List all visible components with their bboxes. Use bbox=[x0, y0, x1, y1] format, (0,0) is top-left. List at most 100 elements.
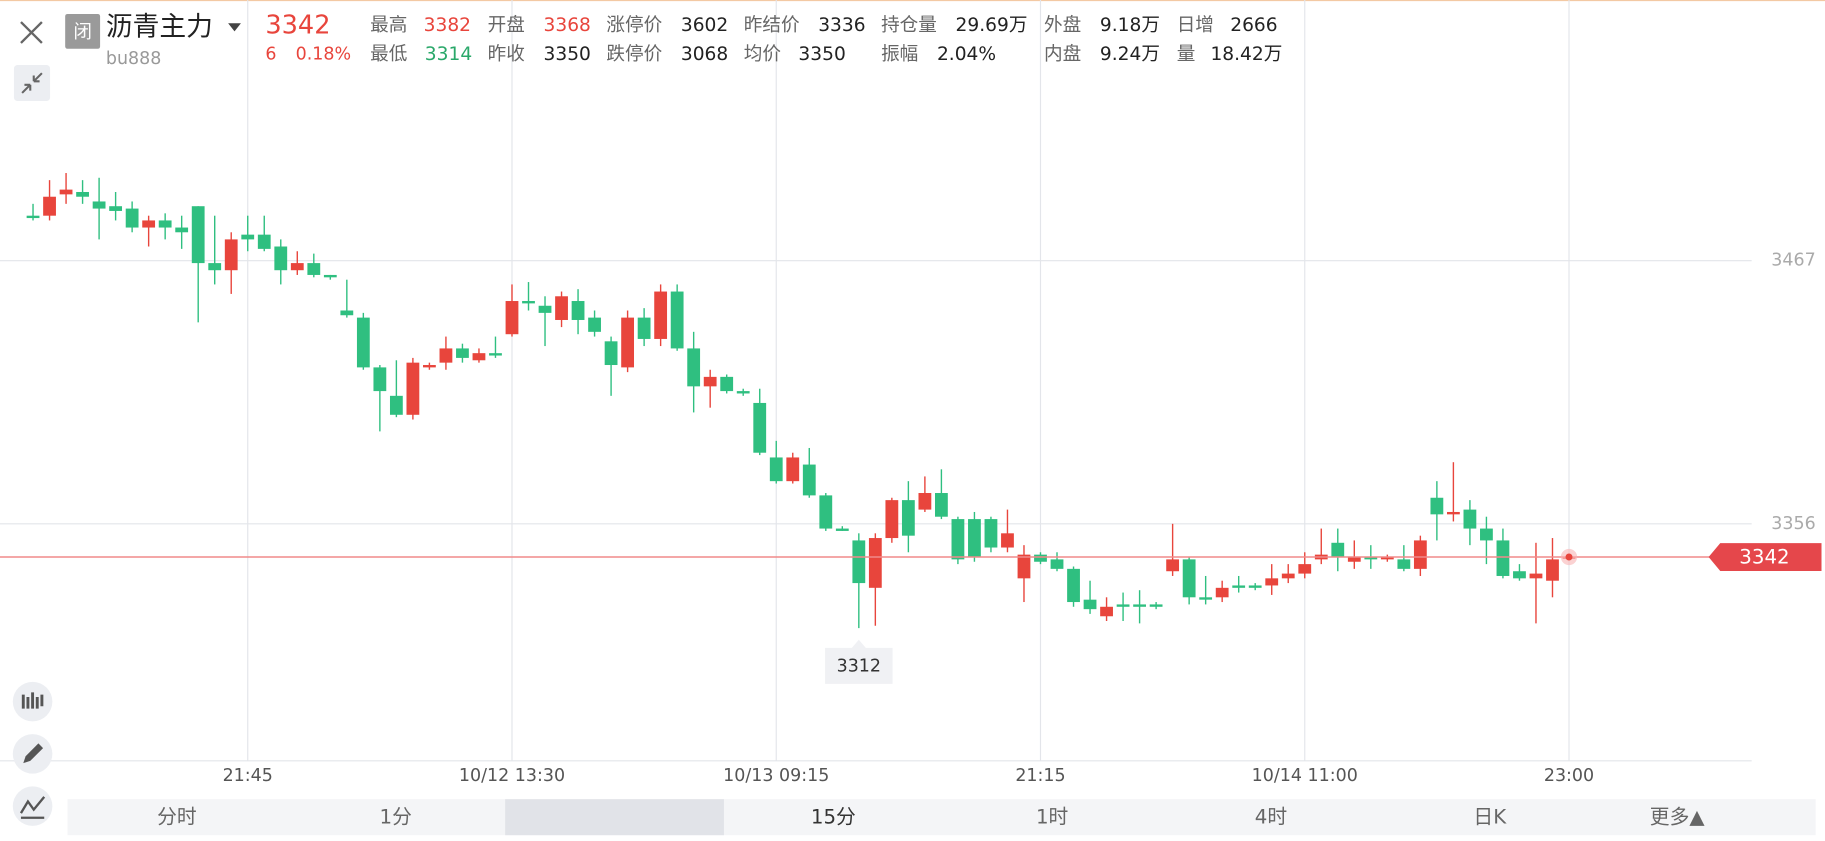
stat-label: 跌停价 bbox=[606, 44, 662, 65]
collapse-button[interactable] bbox=[13, 65, 51, 102]
candle-body bbox=[984, 519, 998, 548]
tool-draw[interactable] bbox=[12, 734, 53, 774]
candle-body bbox=[1463, 509, 1477, 529]
tab[interactable]: 日K bbox=[1473, 805, 1507, 828]
candle-body bbox=[1347, 557, 1361, 562]
stat-label: 最低 bbox=[370, 44, 407, 65]
status-box bbox=[65, 13, 101, 49]
tab[interactable]: 1时 bbox=[1036, 805, 1068, 828]
candle-body bbox=[968, 519, 981, 558]
candle-body bbox=[935, 493, 948, 517]
candle-body bbox=[489, 353, 502, 356]
candle-body bbox=[1546, 559, 1559, 581]
contract-code: bu888 bbox=[106, 49, 161, 69]
candle-body bbox=[720, 376, 734, 392]
candle-body bbox=[191, 206, 205, 264]
tab[interactable]: 1分 bbox=[380, 805, 412, 828]
stat-label: 振幅 bbox=[881, 44, 918, 65]
candle-body bbox=[109, 206, 123, 211]
tool-indicator[interactable] bbox=[12, 786, 53, 826]
candle-body bbox=[819, 495, 833, 529]
stat-label: 内盘 bbox=[1044, 44, 1081, 65]
candle-body bbox=[571, 301, 585, 320]
candle-body bbox=[241, 234, 255, 240]
candle-body bbox=[1215, 587, 1229, 598]
candle-body bbox=[703, 376, 717, 387]
last-price: 3342 bbox=[265, 11, 330, 41]
tab[interactable]: 分时 bbox=[157, 805, 197, 828]
candle-body bbox=[257, 234, 271, 249]
price-tag-label: 3342 bbox=[1739, 546, 1789, 569]
candle-body bbox=[1513, 571, 1526, 579]
x-tick-label: 21:45 bbox=[223, 766, 273, 786]
tab[interactable]: 更多▲ bbox=[1650, 805, 1706, 828]
stat-value: 3068 bbox=[681, 44, 728, 65]
candle-body bbox=[621, 317, 635, 368]
candle-body bbox=[1248, 585, 1262, 588]
candle-body bbox=[340, 310, 354, 316]
stat-value: 3368 bbox=[544, 15, 591, 36]
candle-body bbox=[868, 538, 882, 588]
candle-body bbox=[373, 367, 387, 392]
stat-label: 日增 bbox=[1177, 15, 1214, 36]
close-button[interactable] bbox=[11, 13, 52, 52]
candle-body bbox=[1364, 557, 1378, 560]
candle-body bbox=[1034, 554, 1047, 562]
stat-label: 开盘 bbox=[488, 15, 525, 36]
change-pct: 0.18% bbox=[296, 45, 351, 65]
stat-label: 昨结价 bbox=[744, 15, 800, 36]
candle-body bbox=[423, 365, 436, 368]
candle-body bbox=[588, 317, 601, 332]
candle-body bbox=[158, 220, 172, 228]
candle-body bbox=[274, 246, 288, 271]
candle-body bbox=[753, 402, 767, 453]
dropdown-arrow[interactable] bbox=[228, 23, 241, 32]
y-tick-label: 3467 bbox=[1771, 251, 1815, 271]
candle-body bbox=[224, 239, 238, 271]
low-callout bbox=[825, 639, 893, 684]
tool-candle[interactable] bbox=[12, 681, 53, 722]
candle-body bbox=[1149, 604, 1163, 607]
stat-label: 量 bbox=[1177, 44, 1196, 65]
stat-label: 涨停价 bbox=[606, 15, 662, 36]
candle-body bbox=[885, 500, 899, 539]
candle-body bbox=[1446, 511, 1460, 515]
candle-body bbox=[1265, 578, 1279, 586]
stat-label: 持仓量 bbox=[881, 15, 937, 36]
candle-body bbox=[769, 457, 783, 482]
tab[interactable]: 15分 bbox=[811, 805, 856, 828]
tab-active-bg bbox=[505, 799, 724, 836]
candle-body bbox=[323, 274, 337, 278]
tabs: 分时1分5分15分1时4时日K更多▲ bbox=[157, 799, 1706, 836]
stat-value: 3314 bbox=[425, 44, 472, 65]
stat-value: 29.69万 bbox=[956, 15, 1028, 36]
candle-body bbox=[1480, 528, 1493, 541]
candle-body bbox=[1133, 604, 1146, 607]
change: 6 bbox=[265, 45, 276, 65]
candle-body bbox=[1083, 599, 1097, 610]
candle-body bbox=[538, 305, 552, 313]
low-label: 3312 bbox=[837, 656, 881, 676]
grid: 3356 3467 21:45 10/12 13:30 10/13 09:15 21:15… bbox=[0, 0, 1816, 786]
candle-body bbox=[1100, 606, 1113, 617]
candle-body bbox=[1413, 540, 1427, 569]
candle-body bbox=[406, 362, 420, 415]
candle-body bbox=[918, 493, 932, 510]
stat-value: 9.18万 bbox=[1100, 15, 1160, 36]
candle-body bbox=[307, 263, 321, 275]
candle-body bbox=[1430, 497, 1444, 515]
candle-body bbox=[736, 391, 750, 394]
candle-body bbox=[456, 348, 469, 358]
candle-body bbox=[1199, 597, 1213, 600]
stat-value: 3602 bbox=[681, 15, 728, 36]
stat-label: 外盘 bbox=[1044, 15, 1081, 36]
x-tick-label: 10/12 13:30 bbox=[459, 766, 565, 786]
x-tick-label: 10/14 11:00 bbox=[1252, 766, 1358, 786]
candle-body bbox=[43, 196, 56, 216]
tab[interactable]: 4时 bbox=[1255, 805, 1287, 828]
candle-body bbox=[687, 348, 701, 387]
tab-bar bbox=[67, 799, 1816, 836]
candle-body bbox=[59, 189, 73, 195]
contract-name[interactable]: 沥青主力 bbox=[106, 11, 213, 42]
